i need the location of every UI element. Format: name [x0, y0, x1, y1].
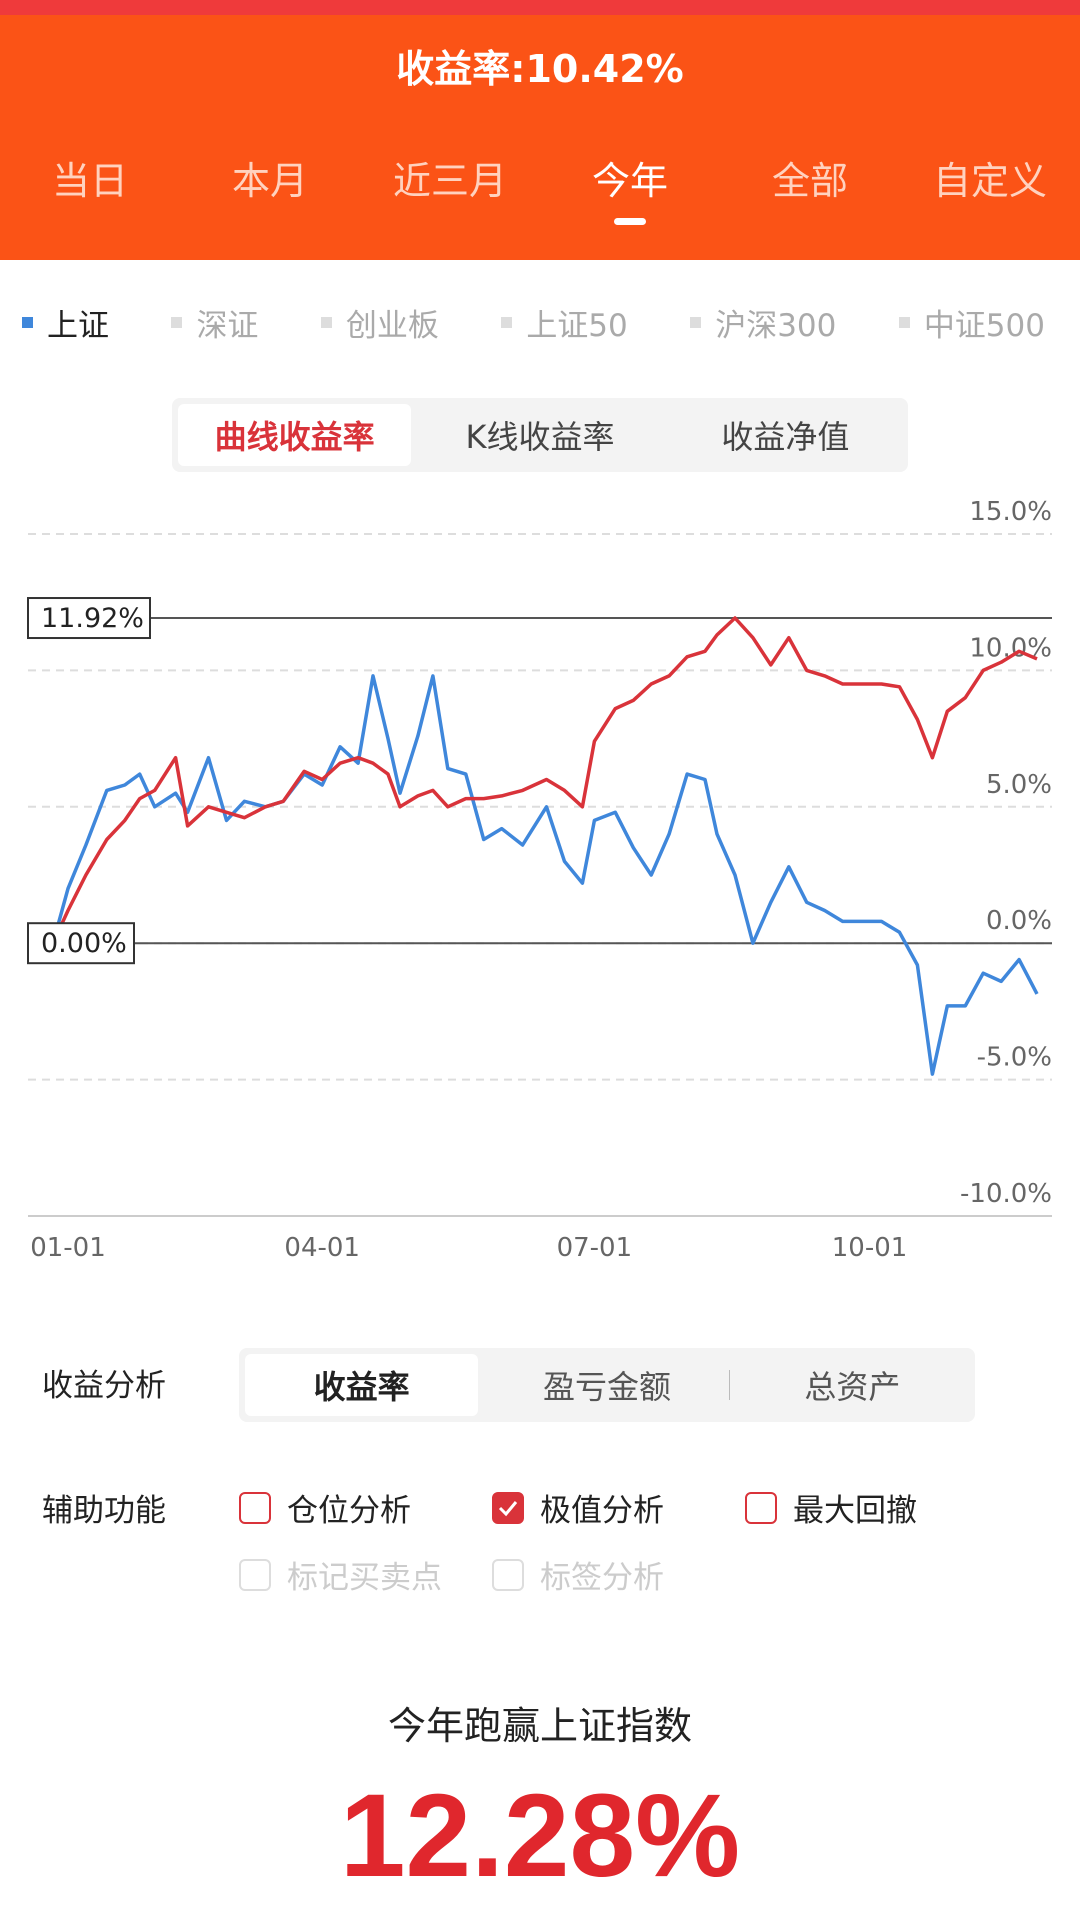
period-tab[interactable]: 当日: [51, 159, 128, 203]
analysis-tab[interactable]: 收益率: [245, 1354, 479, 1416]
series-line: [51, 616, 1038, 944]
aux-option-label: 标签分析: [540, 1560, 664, 1596]
x-tick-label: 01-01: [30, 1233, 106, 1263]
checkbox: [492, 1558, 524, 1591]
chart: 15.0% 10.0% 5.0% 0.0% -5.0% -10.0% 01-01 04-01 0…: [27, 500, 1052, 1263]
y-tick-label: 10.0%: [969, 633, 1052, 663]
period-tab[interactable]: 全部: [771, 159, 848, 203]
x-tick-label: 07-01: [557, 1233, 633, 1263]
aux-option[interactable]: 仓位分析: [239, 1485, 411, 1530]
check-mark: [498, 1500, 518, 1516]
index-tab[interactable]: 创业板: [320, 300, 439, 345]
index-tab-label: 上证50: [526, 308, 628, 344]
aux-option-label: 极值分析: [540, 1493, 664, 1529]
y-tick-label: 5.0%: [986, 770, 1052, 800]
index-tab-label: 上证: [47, 308, 109, 344]
series-line: [51, 674, 1039, 1076]
period-tab[interactable]: 自定义: [932, 159, 1047, 203]
analysis-tab[interactable]: 总资产: [804, 1368, 901, 1406]
index-tab[interactable]: 深证: [171, 300, 258, 345]
y-tick-label: -5.0%: [977, 1043, 1052, 1073]
summary-title: 今年跑赢上证指数: [387, 1704, 692, 1748]
index-tab[interactable]: 沪深300: [690, 300, 836, 345]
aux-option: 标记买卖点: [239, 1552, 442, 1597]
period-tab[interactable]: 近三月: [392, 159, 507, 203]
chart-mode-tabs: 曲线收益率 K线收益率 收益净值: [172, 398, 908, 472]
index-marker: [171, 317, 183, 328]
aux-option[interactable]: 最大回撤: [745, 1485, 917, 1530]
checkbox: [239, 1491, 271, 1524]
analysis-label: 收益分析: [42, 1368, 166, 1404]
index-marker: [22, 317, 33, 328]
analysis-tabs: 收益率 盈亏金额 总资产: [239, 1348, 975, 1422]
aux-option[interactable]: 极值分析: [492, 1485, 664, 1530]
chart-mode-tab[interactable]: 收益净值: [721, 418, 850, 456]
checkbox: [492, 1491, 524, 1524]
checkbox: [745, 1491, 777, 1524]
index-tab[interactable]: 中证500: [898, 300, 1045, 345]
annotation-label: 0.00%: [41, 928, 127, 959]
aux-option-label: 最大回撤: [793, 1493, 917, 1529]
x-tick-label: 04-01: [284, 1233, 360, 1263]
aux-label: 辅助功能: [42, 1493, 166, 1529]
summary-value: 12.28%: [339, 1770, 741, 1902]
index-tab-label: 中证500: [923, 308, 1045, 344]
aux-option-label: 仓位分析: [287, 1493, 411, 1529]
checkbox: [239, 1558, 271, 1591]
index-tab[interactable]: 上证: [22, 300, 109, 345]
annotation-label: 11.92%: [41, 603, 144, 634]
aux-option-label: 标记买卖点: [287, 1560, 442, 1596]
index-tabs: 上证 深证 创业板 上证50 沪深300 中证500: [22, 300, 1045, 345]
annotation-box: [27, 597, 151, 640]
index-tab-label: 创业板: [345, 308, 439, 344]
period-tab[interactable]: 本月: [231, 159, 308, 203]
y-tick-label: 0.0%: [986, 906, 1052, 936]
analysis-tab[interactable]: 盈亏金额: [490, 1354, 730, 1416]
annotation-box: [27, 922, 135, 965]
period-tabs: 当日 本月 近三月 今年 全部 自定义: [0, 150, 1080, 230]
chart-mode-tab[interactable]: K线收益率: [465, 418, 615, 456]
index-marker: [690, 317, 702, 328]
index-tab-label: 沪深300: [715, 308, 837, 344]
y-tick-label: -10.0%: [960, 1179, 1052, 1209]
index-marker: [898, 317, 910, 328]
index-tab-label: 深证: [196, 308, 259, 344]
chart-mode-tab[interactable]: 曲线收益率: [178, 404, 412, 466]
period-tab[interactable]: 今年: [540, 150, 720, 230]
index-marker: [501, 317, 513, 328]
x-tick-label: 10-01: [832, 1233, 908, 1263]
aux-option: 标签分析: [492, 1552, 664, 1597]
index-tab[interactable]: 上证50: [501, 300, 628, 345]
status-strip: [0, 0, 1080, 15]
header: [0, 15, 1080, 260]
y-tick-label: 15.0%: [969, 500, 1052, 527]
header-title: 收益率:10.42%: [396, 47, 684, 91]
index-marker: [320, 317, 332, 328]
